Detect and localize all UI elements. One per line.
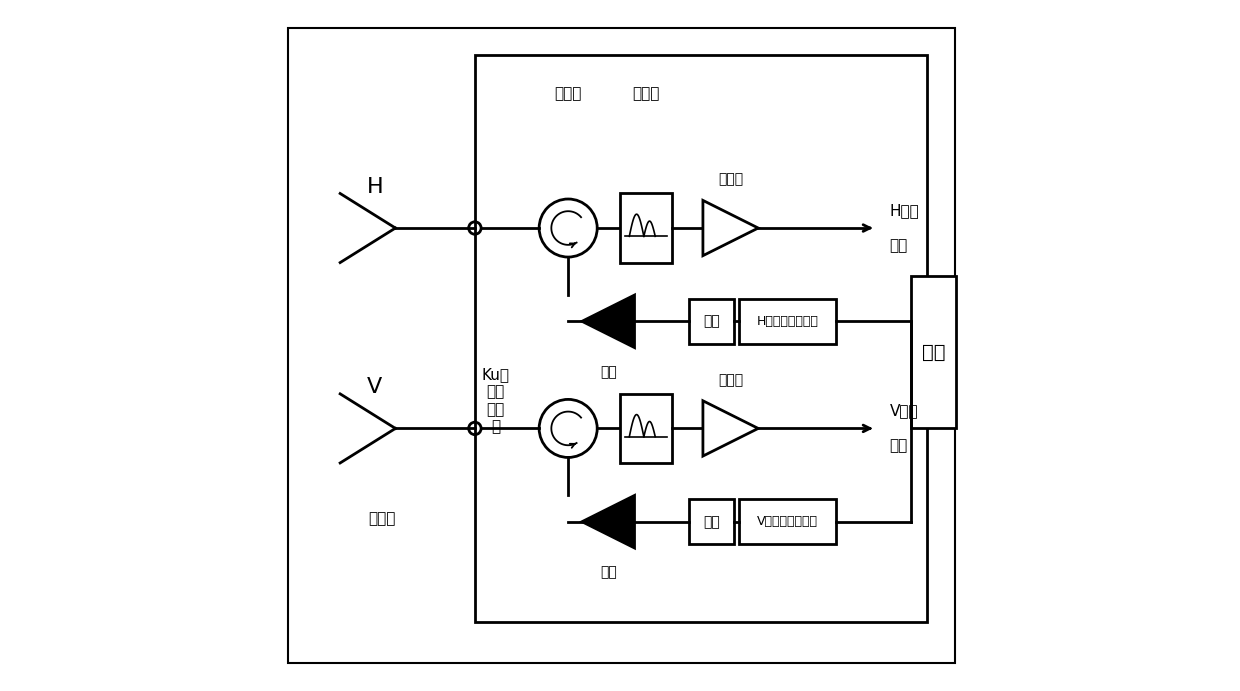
Polygon shape	[703, 200, 758, 256]
Text: 变频: 变频	[703, 314, 720, 328]
Text: 功放: 功放	[600, 565, 616, 579]
Text: Ku波
段收
发链
路: Ku波 段收 发链 路	[481, 367, 510, 435]
Text: H极化: H极化	[889, 203, 919, 218]
Text: 功放: 功放	[600, 365, 616, 379]
Text: V极化: V极化	[889, 404, 918, 419]
Bar	[475, 55, 928, 622]
Text: H路数字模块输出: H路数字模块输出	[756, 315, 818, 328]
Bar	[620, 394, 672, 463]
Bar	[739, 299, 836, 344]
Bar	[911, 276, 956, 428]
Text: 接收: 接收	[889, 238, 908, 253]
Text: 多工器: 多工器	[368, 511, 396, 526]
Text: 低噪放: 低噪放	[718, 373, 743, 387]
Bar	[739, 499, 836, 545]
Text: 变频: 变频	[703, 515, 720, 529]
Polygon shape	[703, 401, 758, 456]
Text: 同源: 同源	[921, 343, 945, 362]
Text: H: H	[366, 177, 383, 196]
Polygon shape	[582, 295, 635, 348]
Text: 限幅器: 限幅器	[632, 86, 660, 101]
Polygon shape	[582, 495, 635, 548]
Bar	[620, 193, 672, 263]
Bar	[689, 499, 734, 545]
Text: V路数字模块输出: V路数字模块输出	[756, 515, 817, 528]
Text: V: V	[367, 377, 382, 397]
Text: 低噪放: 低噪放	[718, 173, 743, 187]
Text: 环形器: 环形器	[554, 86, 582, 101]
Bar	[689, 299, 734, 344]
Text: 接收: 接收	[889, 438, 908, 453]
